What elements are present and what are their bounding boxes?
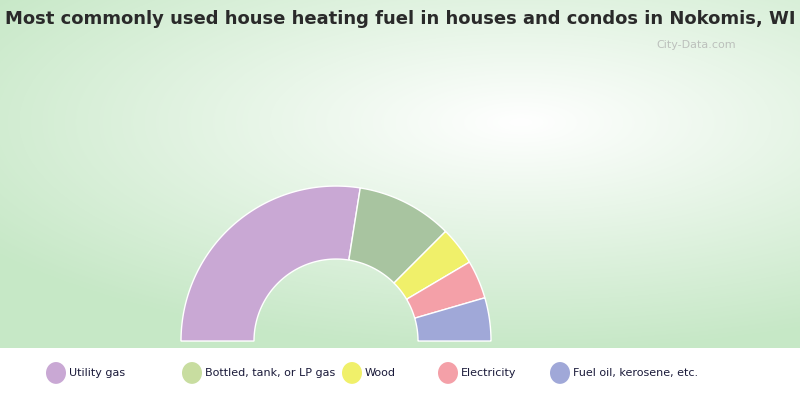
Ellipse shape xyxy=(438,362,458,384)
Text: Most commonly used house heating fuel in houses and condos in Nokomis, WI: Most commonly used house heating fuel in… xyxy=(5,10,795,28)
Polygon shape xyxy=(349,188,446,283)
Text: Electricity: Electricity xyxy=(461,368,516,378)
Polygon shape xyxy=(414,298,491,341)
Text: City-Data.com: City-Data.com xyxy=(656,40,736,50)
Text: Utility gas: Utility gas xyxy=(69,368,125,378)
Ellipse shape xyxy=(342,362,362,384)
Polygon shape xyxy=(406,262,485,318)
Text: Wood: Wood xyxy=(365,368,396,378)
Polygon shape xyxy=(394,232,470,299)
Ellipse shape xyxy=(550,362,570,384)
Ellipse shape xyxy=(46,362,66,384)
Polygon shape xyxy=(181,186,360,341)
Text: Fuel oil, kerosene, etc.: Fuel oil, kerosene, etc. xyxy=(573,368,698,378)
Ellipse shape xyxy=(182,362,202,384)
Text: Bottled, tank, or LP gas: Bottled, tank, or LP gas xyxy=(205,368,335,378)
